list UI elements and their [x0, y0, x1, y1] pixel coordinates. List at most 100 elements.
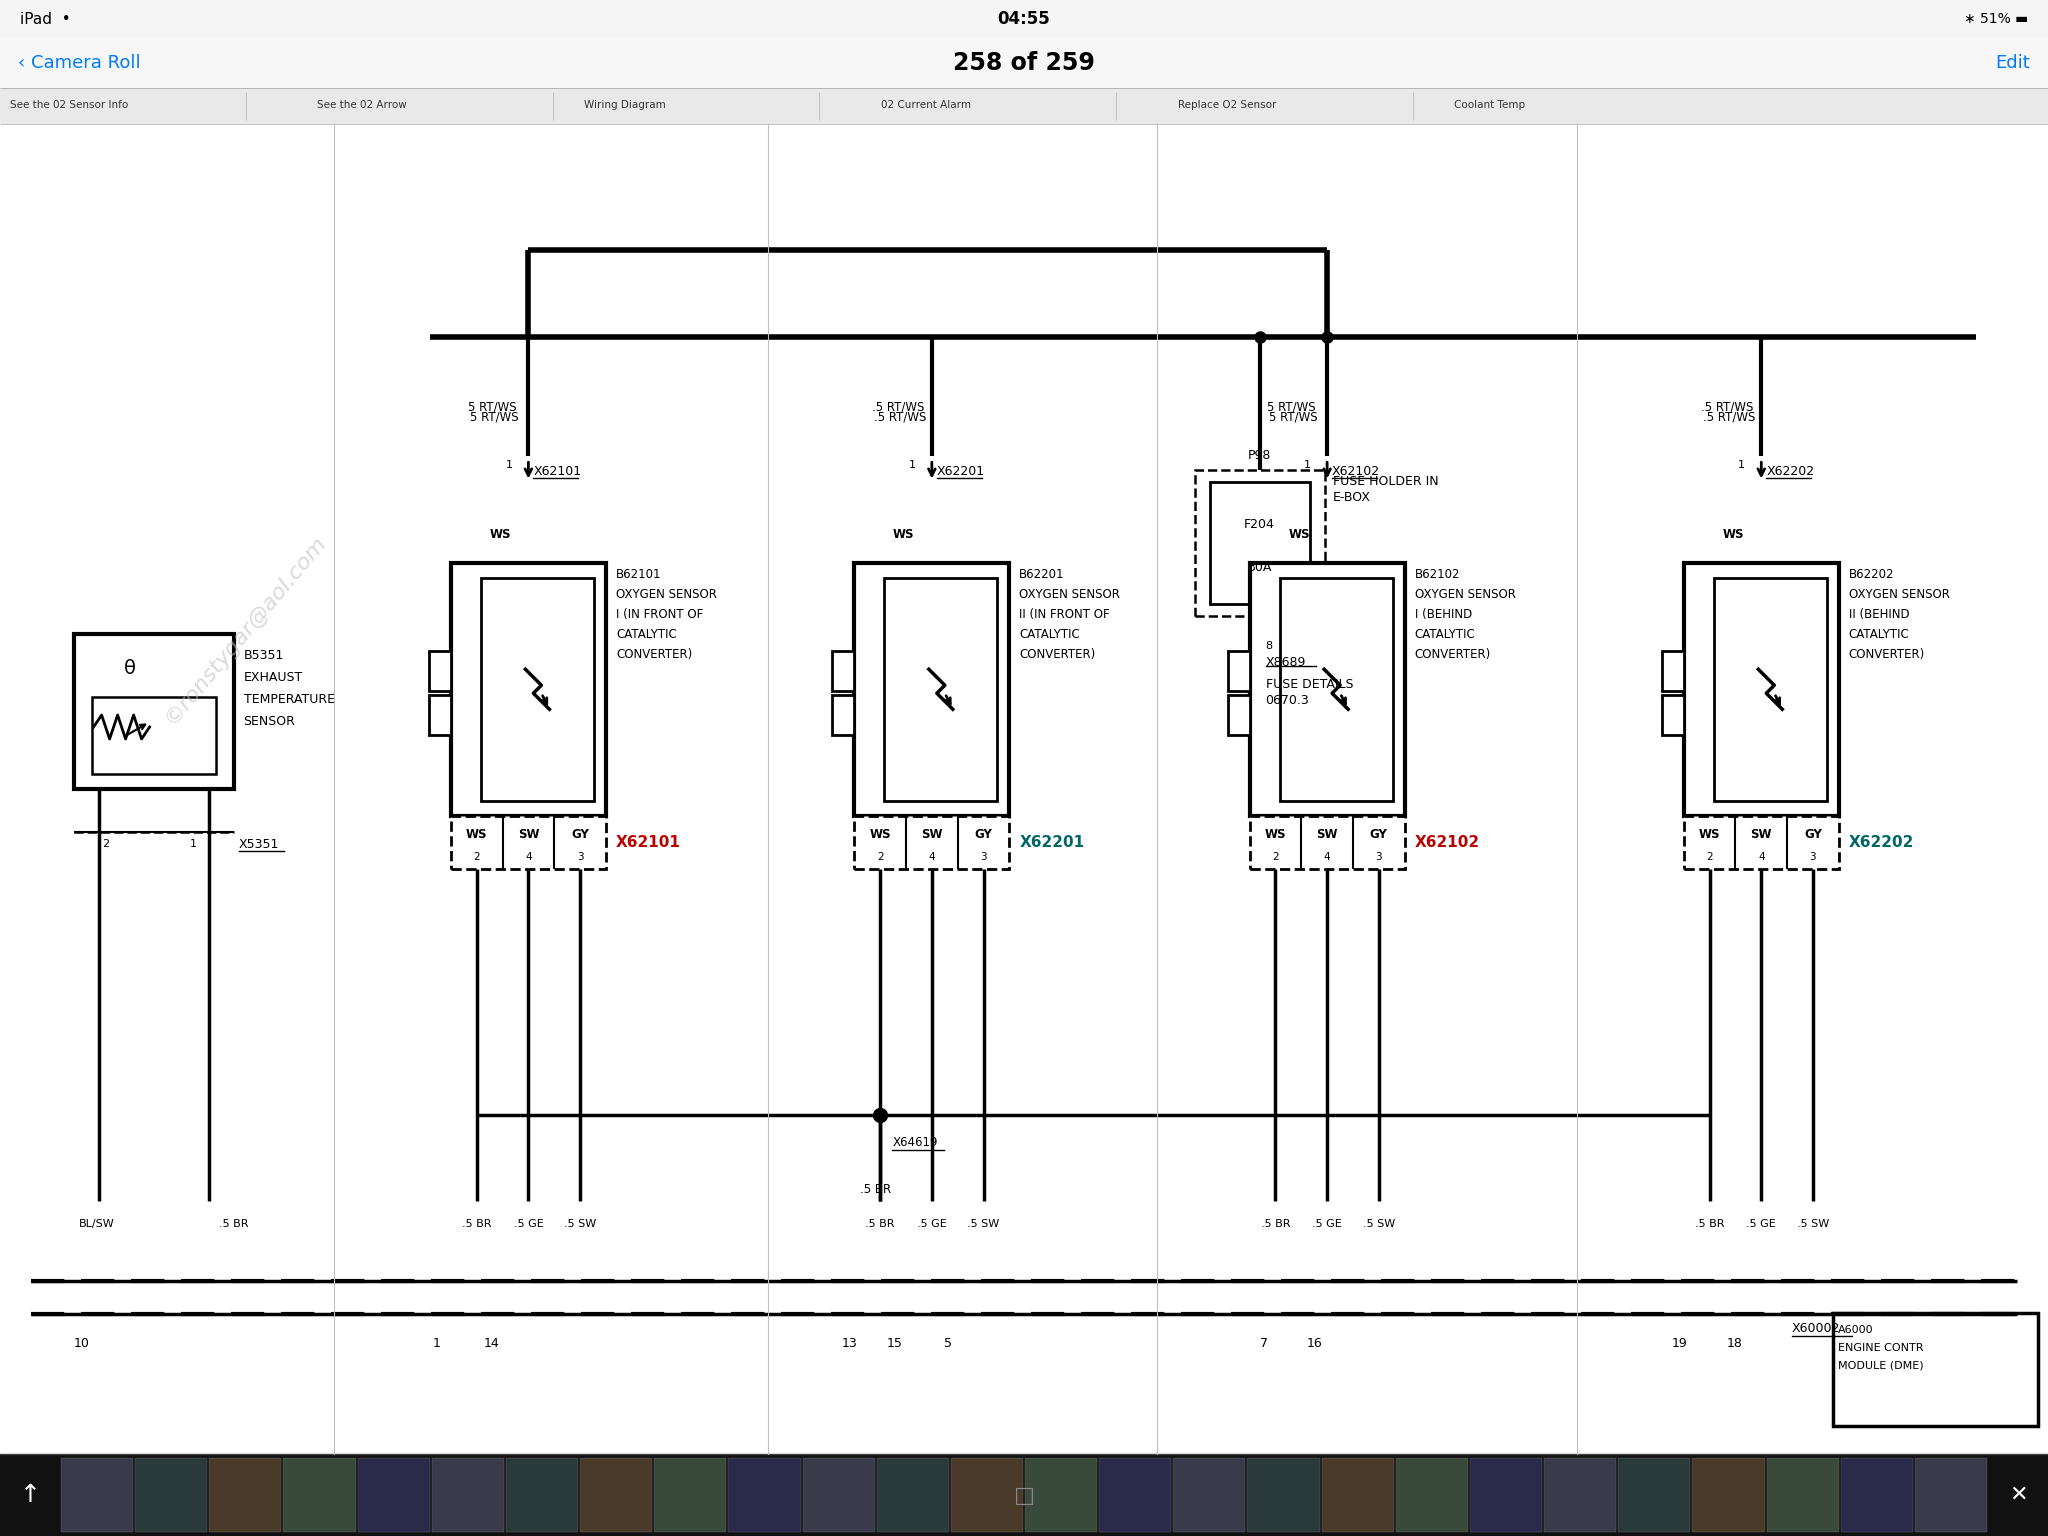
Bar — [135, 1458, 207, 1531]
Bar — [1247, 1458, 1319, 1531]
Bar — [1915, 1458, 1987, 1531]
Text: .5 GE: .5 GE — [1747, 1220, 1776, 1229]
Text: B62101: B62101 — [616, 568, 662, 581]
Bar — [129, 825, 135, 839]
Text: GY: GY — [1370, 828, 1389, 840]
Bar — [209, 825, 215, 839]
Text: I (BEHIND: I (BEHIND — [1415, 608, 1473, 621]
Text: 5: 5 — [944, 1338, 952, 1350]
Text: BL/SW: BL/SW — [78, 1220, 115, 1229]
Bar — [121, 825, 127, 839]
Bar — [1280, 578, 1393, 800]
Bar — [113, 825, 119, 839]
Bar — [653, 1458, 727, 1531]
Bar — [0, 38, 2048, 88]
Text: GY: GY — [1804, 828, 1823, 840]
Bar — [854, 562, 1010, 816]
Bar — [1249, 816, 1405, 869]
Text: OXYGEN SENSOR: OXYGEN SENSOR — [1020, 588, 1120, 601]
Text: II (IN FRONT OF: II (IN FRONT OF — [1020, 608, 1110, 621]
Text: .5 GE: .5 GE — [514, 1220, 543, 1229]
Text: FUSE HOLDER IN: FUSE HOLDER IN — [1333, 475, 1438, 488]
Bar — [0, 88, 2048, 124]
Text: B62202: B62202 — [1849, 568, 1894, 581]
Text: CONVERTER): CONVERTER) — [616, 648, 692, 660]
Text: E-BOX: E-BOX — [1333, 492, 1370, 504]
Text: X5351: X5351 — [240, 837, 279, 851]
Text: .5 GE: .5 GE — [1313, 1220, 1341, 1229]
Text: 14: 14 — [483, 1338, 500, 1350]
Bar — [154, 825, 158, 839]
Bar — [209, 1458, 281, 1531]
Bar — [201, 825, 207, 839]
Text: 5 RT/WS: 5 RT/WS — [1268, 399, 1315, 413]
Text: CONVERTER): CONVERTER) — [1415, 648, 1491, 660]
Text: .5 BR: .5 BR — [463, 1220, 492, 1229]
Text: 0670.3: 0670.3 — [1266, 694, 1309, 707]
Bar — [225, 825, 231, 839]
Bar — [831, 651, 854, 691]
Text: MODULE (DME): MODULE (DME) — [1837, 1361, 1923, 1370]
Bar — [1833, 1313, 2038, 1425]
Text: .5 SW: .5 SW — [563, 1220, 596, 1229]
Bar — [186, 825, 190, 839]
Bar — [61, 1458, 133, 1531]
Bar — [145, 825, 152, 839]
Text: 04:55: 04:55 — [997, 11, 1051, 28]
Text: X60002: X60002 — [1792, 1322, 1841, 1335]
Text: B62102: B62102 — [1415, 568, 1460, 581]
Text: .5 RT/WS: .5 RT/WS — [874, 410, 926, 422]
Text: B62201: B62201 — [1020, 568, 1065, 581]
Text: 15: 15 — [887, 1338, 903, 1350]
Text: □: □ — [1014, 1485, 1034, 1505]
Text: 258 of 259: 258 of 259 — [952, 51, 1096, 75]
Bar — [1249, 562, 1405, 816]
Text: .5 BR: .5 BR — [860, 1183, 891, 1197]
Text: 1: 1 — [1305, 461, 1311, 470]
Text: Wiring Diagram: Wiring Diagram — [584, 100, 666, 111]
Bar — [950, 1458, 1024, 1531]
Bar — [195, 825, 199, 839]
Text: TEMPERATURE: TEMPERATURE — [244, 693, 334, 707]
Text: 02 Current Alarm: 02 Current Alarm — [881, 100, 971, 111]
Text: ✕: ✕ — [2009, 1485, 2028, 1505]
Text: EXHAUST: EXHAUST — [244, 671, 303, 684]
Bar — [1714, 578, 1827, 800]
Text: 16: 16 — [1307, 1338, 1323, 1350]
Text: 1: 1 — [506, 461, 512, 470]
Text: X8689: X8689 — [1266, 656, 1307, 668]
Text: 18: 18 — [1726, 1338, 1743, 1350]
Bar — [1618, 1458, 1690, 1531]
Bar — [1397, 1458, 1468, 1531]
Text: .5 RT/WS: .5 RT/WS — [1702, 399, 1753, 413]
Text: X62201: X62201 — [1020, 834, 1085, 849]
Bar — [90, 825, 94, 839]
Bar — [428, 651, 451, 691]
Text: .5 SW: .5 SW — [1362, 1220, 1395, 1229]
Text: 4: 4 — [1757, 852, 1765, 862]
Text: .5 BR: .5 BR — [219, 1220, 248, 1229]
Text: 2: 2 — [473, 852, 479, 862]
Text: 1: 1 — [190, 839, 197, 849]
Bar — [1210, 482, 1309, 604]
Text: .5 BR: .5 BR — [1262, 1220, 1290, 1229]
Text: X62202: X62202 — [1765, 465, 1815, 478]
Text: CATALYTIC: CATALYTIC — [1849, 628, 1909, 641]
Text: 5 RT/WS: 5 RT/WS — [471, 410, 518, 422]
Bar — [1227, 651, 1249, 691]
Text: F204: F204 — [1243, 518, 1276, 531]
Text: I (IN FRONT OF: I (IN FRONT OF — [616, 608, 702, 621]
Text: 5 RT/WS: 5 RT/WS — [469, 399, 516, 413]
Text: ∗ 51% ▬: ∗ 51% ▬ — [1964, 12, 2028, 26]
Text: .5 SW: .5 SW — [967, 1220, 999, 1229]
Text: X62102: X62102 — [1415, 834, 1481, 849]
Bar — [1683, 816, 1839, 869]
Bar — [1661, 694, 1683, 734]
Text: 7: 7 — [1260, 1338, 1268, 1350]
Text: OXYGEN SENSOR: OXYGEN SENSOR — [1415, 588, 1516, 601]
Text: 1: 1 — [432, 1338, 440, 1350]
Bar — [1174, 1458, 1245, 1531]
Bar — [0, 0, 2048, 38]
Text: 1: 1 — [1739, 461, 1745, 470]
Bar — [74, 634, 233, 790]
